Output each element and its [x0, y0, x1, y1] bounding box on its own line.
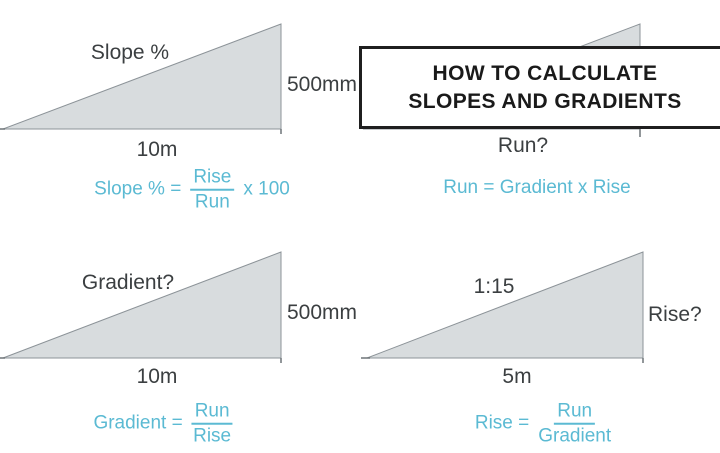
rise-formula-denominator: Gradient — [538, 426, 612, 447]
gradient-formula: Gradient = Run Rise — [93, 401, 233, 448]
rise-rise-dimension-label: Rise? — [648, 303, 702, 326]
rise-formula-lhs: Rise = — [474, 413, 530, 434]
gradient-rise-dimension-label: 500mm — [287, 301, 358, 324]
gradient-run-dimension-label: 10m — [136, 365, 178, 388]
rise-ratio-label: 1:15 — [473, 275, 515, 298]
slope-formula-lhs: Slope % = — [94, 179, 182, 200]
gradient-formula-lhs: Gradient = — [93, 413, 183, 434]
rise-triangle — [366, 251, 644, 359]
title-line-2: SLOPES AND GRADIENTS — [408, 89, 682, 113]
title-line-1: HOW TO CALCULATE — [432, 61, 658, 85]
slope-formula-numerator: Rise — [190, 167, 235, 191]
slope-rise-dimension-label: 500mm — [287, 73, 358, 96]
gradient-hypotenuse-label: Gradient? — [81, 271, 175, 294]
gradient-formula-denominator: Rise — [193, 426, 232, 447]
slope-formula-denominator: Run — [194, 192, 230, 213]
slope-formula: Slope % = Rise Run x 100 — [94, 167, 290, 214]
slope-formula-fraction: Rise Run — [190, 167, 235, 214]
rise-run-dimension-label: 5m — [502, 365, 532, 388]
run-formula-text: Run = Gradient x Rise — [443, 177, 631, 198]
gradient-formula-fraction: Run Rise — [191, 401, 233, 448]
slope-hypotenuse-label: Slope % — [90, 41, 170, 64]
slope-run-dimension-label: 10m — [136, 138, 178, 161]
run-formula: Run = Gradient x Rise — [443, 177, 630, 199]
rise-formula-numerator: Run — [554, 401, 596, 425]
title-box: HOW TO CALCULATE SLOPES AND GRADIENTS — [359, 46, 720, 129]
gradient-triangle — [2, 251, 282, 359]
run-base-label: Run? — [497, 134, 549, 157]
rise-formula: Rise = Run Gradient — [475, 401, 611, 448]
slope-triangle — [2, 23, 282, 130]
rise-formula-fraction: Run Gradient — [538, 401, 611, 448]
gradient-formula-numerator: Run — [191, 401, 233, 425]
slope-formula-suffix: x 100 — [243, 179, 290, 200]
